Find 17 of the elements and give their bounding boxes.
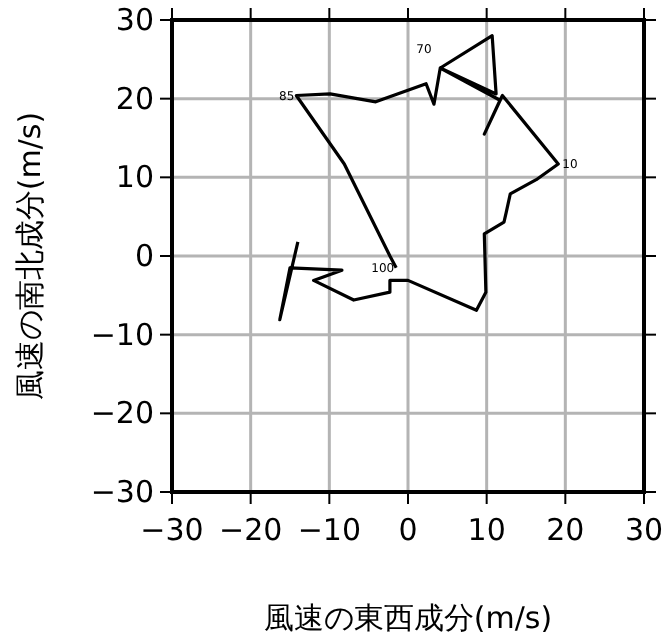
x-tick-label: −10 (297, 512, 361, 548)
y-tick-label: 30 (115, 2, 154, 38)
y-tick-label: 0 (134, 238, 154, 274)
x-tick-label: 20 (546, 512, 585, 548)
y-tick-label: 10 (115, 159, 154, 196)
x-tick-label: 10 (467, 512, 506, 548)
x-tick-label: 0 (398, 512, 418, 548)
x-axis-title: 風速の東西成分(m/s) (263, 600, 553, 636)
y-tick-label: −20 (90, 395, 154, 432)
x-tick-label: 30 (624, 512, 664, 548)
y-tick-label: 20 (115, 80, 154, 117)
y-axis-title: 風速の南北成分(m/s) (12, 111, 48, 401)
y-tick-label: −10 (90, 316, 154, 353)
y-tick-label: −30 (90, 474, 154, 510)
x-tick-label: −30 (140, 512, 204, 548)
line-series (278, 34, 560, 322)
x-tick-label: −20 (219, 512, 283, 548)
